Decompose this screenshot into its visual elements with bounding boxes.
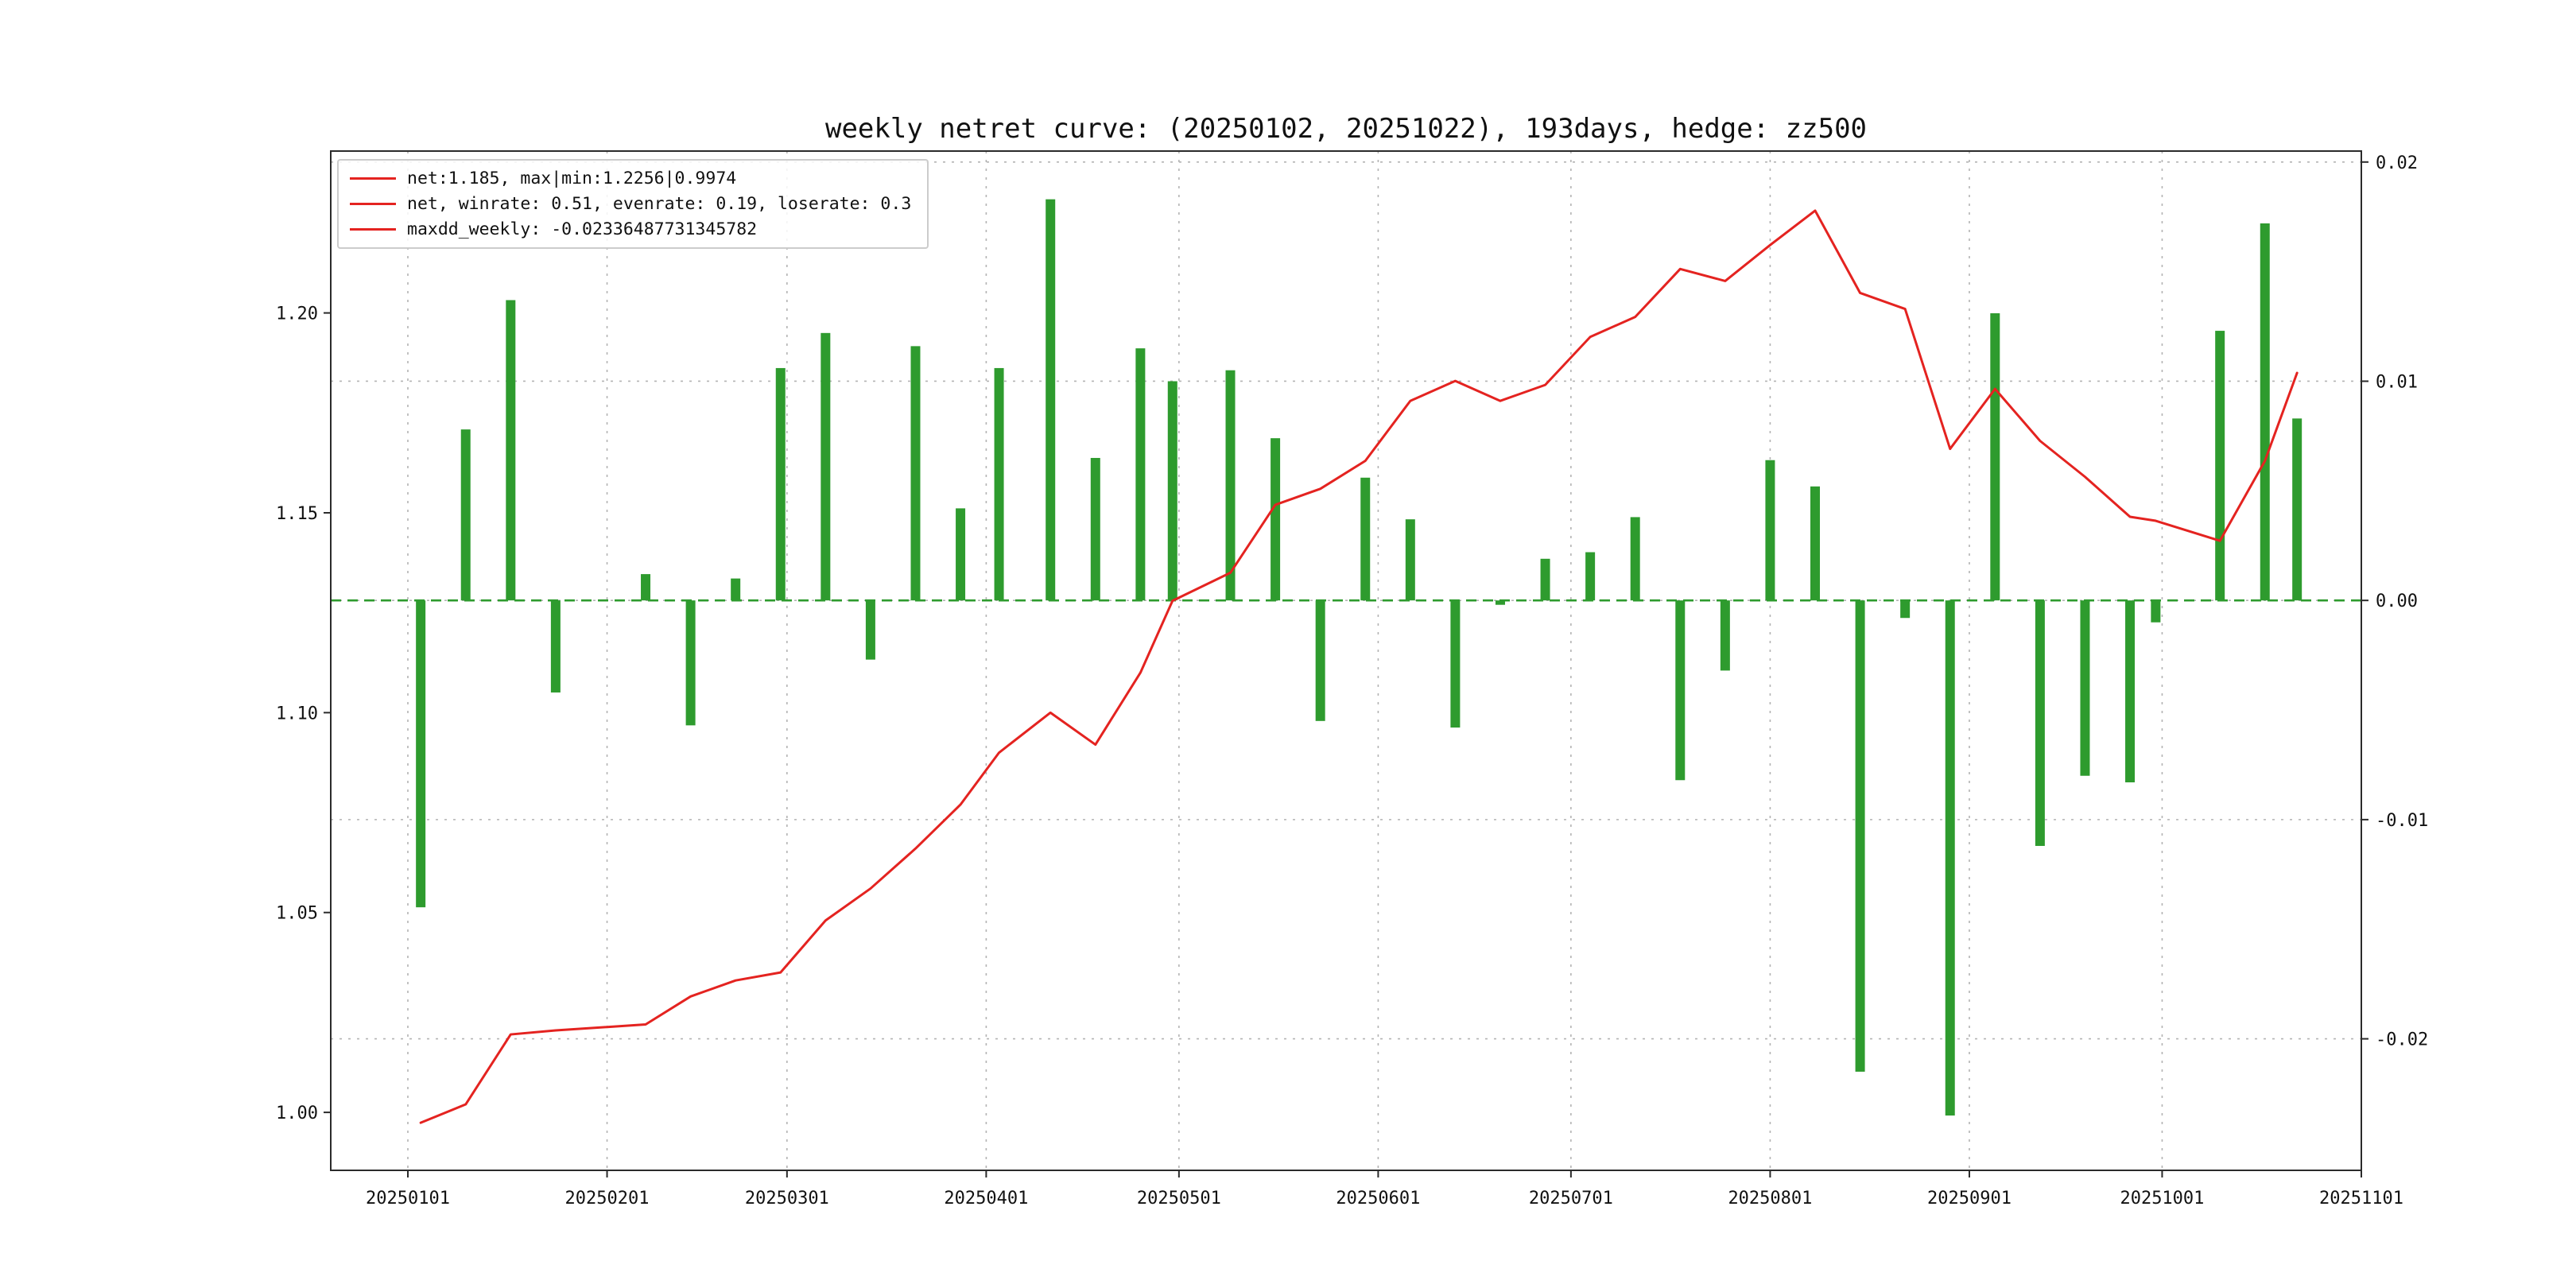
left-tick-label: 1.05 (276, 904, 318, 924)
legend-label-maxdd: maxdd_weekly: -0.02336487731345782 (407, 219, 758, 239)
weekly-return-bar (2215, 331, 2225, 601)
x-tick-label: 20250401 (944, 1189, 1028, 1208)
left-tick-label: 1.10 (276, 704, 318, 724)
x-tick-label: 20250801 (1728, 1189, 1812, 1208)
right-tick-label: 0.01 (2376, 372, 2418, 392)
weekly-return-bar (1630, 517, 1640, 601)
weekly-return-bar (1046, 199, 1056, 601)
weekly-return-bar (821, 332, 831, 601)
net-curve-line (419, 209, 2299, 1124)
weekly-return-bar (1167, 381, 1177, 601)
weekly-return-bar (1990, 313, 2000, 601)
right-tick-label: -0.02 (2376, 1030, 2428, 1050)
red-line-sample-icon (350, 177, 396, 180)
weekly-return-bar (2125, 600, 2136, 783)
weekly-return-bar (2292, 418, 2302, 601)
chart-title: weekly netret curve: (20250102, 20251022… (824, 113, 1868, 145)
weekly-return-bar (1945, 600, 1955, 1116)
weekly-return-bar (910, 346, 921, 601)
weekly-return-bar (1360, 477, 1371, 601)
x-tick-label: 20250901 (1927, 1189, 2012, 1208)
weekly-return-bar (2080, 600, 2090, 776)
x-tick-label: 20251101 (2319, 1189, 2403, 1208)
weekly-return-bar (1271, 438, 1281, 601)
weekly-return-bar (775, 367, 786, 601)
weekly-return-bar (2035, 600, 2045, 846)
legend-label-winrate: net, winrate: 0.51, evenrate: 0.19, lose… (407, 194, 912, 214)
x-tick-label: 20251001 (2120, 1189, 2204, 1208)
weekly-return-bar (1225, 370, 1236, 601)
x-tick-label: 20250501 (1137, 1189, 1221, 1208)
weekly-return-bar (1810, 486, 1821, 601)
weekly-return-bar (1675, 600, 1686, 781)
left-tick-label: 1.20 (276, 305, 318, 324)
right-tick-label: 0.02 (2376, 153, 2418, 173)
weekly-return-bar (1405, 519, 1415, 601)
weekly-return-bar (2260, 223, 2270, 601)
weekly-return-bar (1900, 600, 1911, 619)
weekly-return-bar (1450, 600, 1461, 728)
weekly-return-bar (956, 508, 966, 601)
legend-label-net: net:1.185, max|min:1.2256|0.9974 (407, 169, 737, 188)
weekly-return-bar (685, 600, 696, 726)
weekly-return-bar (1720, 600, 1730, 671)
weekly-return-bar (506, 300, 516, 601)
x-tick-label: 20250601 (1336, 1189, 1420, 1208)
x-tick-label: 20250701 (1529, 1189, 1613, 1208)
right-tick-label: -0.01 (2376, 811, 2428, 831)
right-tick-label: 0.00 (2376, 592, 2418, 611)
weekly-return-bar (550, 600, 561, 692)
weekly-return-bar (865, 600, 875, 660)
x-tick-label: 20250101 (366, 1189, 450, 1208)
weekly-return-bar (2151, 600, 2161, 623)
weekly-return-bar (641, 574, 651, 601)
red-line-sample-icon (350, 203, 396, 205)
weekly-return-bar (416, 600, 426, 908)
weekly-return-bar (1495, 600, 1505, 605)
weekly-return-bar (1765, 460, 1775, 601)
left-tick-label: 1.15 (276, 504, 318, 524)
x-tick-label: 20250201 (565, 1189, 650, 1208)
weekly-return-bar (460, 429, 471, 601)
legend-row: net, winrate: 0.51, evenrate: 0.19, lose… (350, 194, 911, 214)
weekly-return-bar (994, 367, 1004, 601)
weekly-return-bar (731, 578, 741, 601)
weekly-return-bar (1315, 600, 1325, 721)
weekly-return-bar (1585, 552, 1596, 601)
plot-border (330, 150, 2362, 1171)
legend: net:1.185, max|min:1.2256|0.9974 net, wi… (337, 159, 929, 249)
weekly-return-bar (1090, 457, 1100, 601)
weekly-return-bar (1540, 558, 1550, 601)
red-line-sample-icon (350, 228, 396, 231)
legend-row: net:1.185, max|min:1.2256|0.9974 (350, 169, 911, 188)
left-tick-label: 1.00 (276, 1104, 318, 1123)
weekly-return-bar (1855, 600, 1865, 1072)
weekly-return-bar (1135, 348, 1146, 601)
x-tick-label: 20250301 (745, 1189, 829, 1208)
legend-row: maxdd_weekly: -0.02336487731345782 (350, 219, 911, 239)
